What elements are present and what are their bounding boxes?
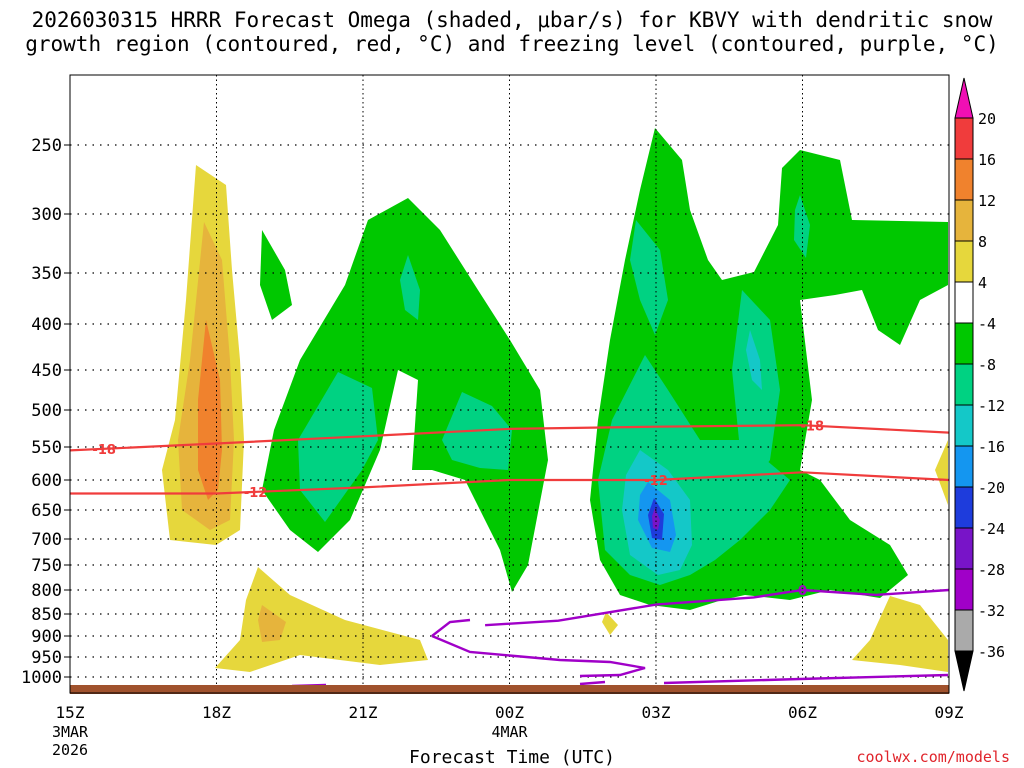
colorbar-label: -28 <box>978 561 1005 579</box>
colorbar-segment <box>954 568 974 611</box>
dgz-contour-label: -18 <box>92 443 116 458</box>
colorbar: 20 16 12 8 4 -4 -8 -12 -16 -20 -24 -28 -32 -36 <box>954 77 1005 692</box>
y-tick-label-250: 250 <box>31 136 62 156</box>
colorbar-label: -16 <box>978 438 1005 456</box>
x-tick-sublabel: 4MAR <box>491 723 528 741</box>
x-tick-sublabel: 2026 <box>52 741 88 759</box>
colorbar-label: -20 <box>978 479 1005 497</box>
colorbar-segment <box>954 363 974 406</box>
y-tick-label-1000: 1000 <box>21 668 62 688</box>
x-tick-label-09Z: 09Z <box>935 703 964 722</box>
omega-pos-4-edge-09z <box>935 440 948 505</box>
colorbar-label: -4 <box>978 315 996 333</box>
dgz-contour-label: -18 <box>801 420 825 435</box>
omega-neg-12-05z <box>746 330 762 390</box>
omega-neg-8-mid-05z <box>732 290 780 480</box>
x-axis-title: Forecast Time (UTC) <box>409 747 615 768</box>
colorbar-label: 8 <box>978 233 987 251</box>
omega-shading <box>162 128 948 672</box>
y-tick-label-600: 600 <box>31 471 62 491</box>
omega-pos-4-lowlevel-19z <box>215 567 428 672</box>
colorbar-bottom-triangle <box>954 650 974 692</box>
colorbar-label: -24 <box>978 520 1005 538</box>
chart-title-line-2: growth region (contoured, red, °C) and f… <box>25 32 999 56</box>
colorbar-segment <box>954 199 974 242</box>
y-tick-label-550: 550 <box>31 438 62 458</box>
y-tick-label-350: 350 <box>31 264 62 284</box>
colorbar-label: 12 <box>978 192 996 210</box>
chart-title-line-1: 2026030315 HRRR Forecast Omega (shaded, … <box>31 8 993 32</box>
colorbar-label: -36 <box>978 643 1005 661</box>
colorbar-segment <box>954 158 974 201</box>
omega-pos-4-small-02z <box>602 612 618 635</box>
y-tick-label-900: 900 <box>31 627 62 647</box>
x-tick-label-03Z: 03Z <box>642 703 671 722</box>
omega-pos-12-column-18z <box>198 320 222 500</box>
freezing-level-label: 0 <box>798 584 807 599</box>
x-tick-label-21Z: 21Z <box>349 703 378 722</box>
colorbar-segment <box>954 445 974 488</box>
colorbar-segment <box>954 117 974 160</box>
colorbar-segment <box>954 609 974 652</box>
y-tick-label-800: 800 <box>31 581 62 601</box>
colorbar-label: 4 <box>978 274 987 292</box>
colorbar-segment <box>954 322 974 365</box>
y-tick-label-400: 400 <box>31 315 62 335</box>
colorbar-label: -8 <box>978 356 996 374</box>
x-tick-label-18Z: 18Z <box>202 703 231 722</box>
y-tick-label-700: 700 <box>31 530 62 550</box>
contours: -18 -12 -12 -18 0 <box>70 420 949 688</box>
dgz-contour-label: -12 <box>644 474 668 489</box>
omega-neg-8-aloft-03z <box>630 220 668 335</box>
y-tick-label-500: 500 <box>31 401 62 421</box>
x-tick-label-15Z: 15Z <box>56 703 85 722</box>
colorbar-segment <box>954 527 974 570</box>
dgz-contour-label: -12 <box>244 486 268 501</box>
y-tick-label-950: 950 <box>31 648 62 668</box>
y-tick-label-450: 450 <box>31 361 62 381</box>
site-credit: coolwx.com/models <box>856 748 1010 766</box>
freezing-level-surface <box>579 673 949 686</box>
y-tick-label-750: 750 <box>31 556 62 576</box>
colorbar-label: -32 <box>978 602 1005 620</box>
omega-neg-8-aloft-21z <box>400 255 420 320</box>
omega-neg-4-small-19z <box>260 230 292 320</box>
dgz-contour--18 <box>70 424 949 452</box>
colorbar-label: 20 <box>978 110 996 128</box>
freezing-level-lowlevel <box>431 618 646 678</box>
x-tick-label-00Z: 00Z <box>495 703 524 722</box>
colorbar-top-triangle <box>954 77 974 119</box>
colorbar-label: 16 <box>978 151 996 169</box>
x-tick-label-06Z: 06Z <box>788 703 817 722</box>
colorbar-label: -12 <box>978 397 1005 415</box>
freezing-level-contour <box>485 588 949 627</box>
plot-frame <box>69 74 950 694</box>
omega-neg-4-broad-21z <box>262 198 548 592</box>
omega-neg-8-aloft-06z <box>794 195 810 258</box>
x-tick-sublabel: 3MAR <box>52 723 89 741</box>
colorbar-segment <box>954 281 974 324</box>
colorbar-segment <box>954 240 974 283</box>
dgz-contour--12 <box>70 471 949 495</box>
omega-neg-24-03z <box>652 508 660 530</box>
colorbar-segment <box>954 404 974 447</box>
omega-pos-4-lowlevel-09z <box>852 596 948 672</box>
terrain-strip <box>70 685 949 694</box>
y-tick-label-850: 850 <box>31 605 62 625</box>
y-tick-label-650: 650 <box>31 501 62 521</box>
y-tick-label-300: 300 <box>31 205 62 225</box>
axes: 2503003504004505005506006507007508008509… <box>21 136 964 759</box>
colorbar-segment <box>954 486 974 529</box>
